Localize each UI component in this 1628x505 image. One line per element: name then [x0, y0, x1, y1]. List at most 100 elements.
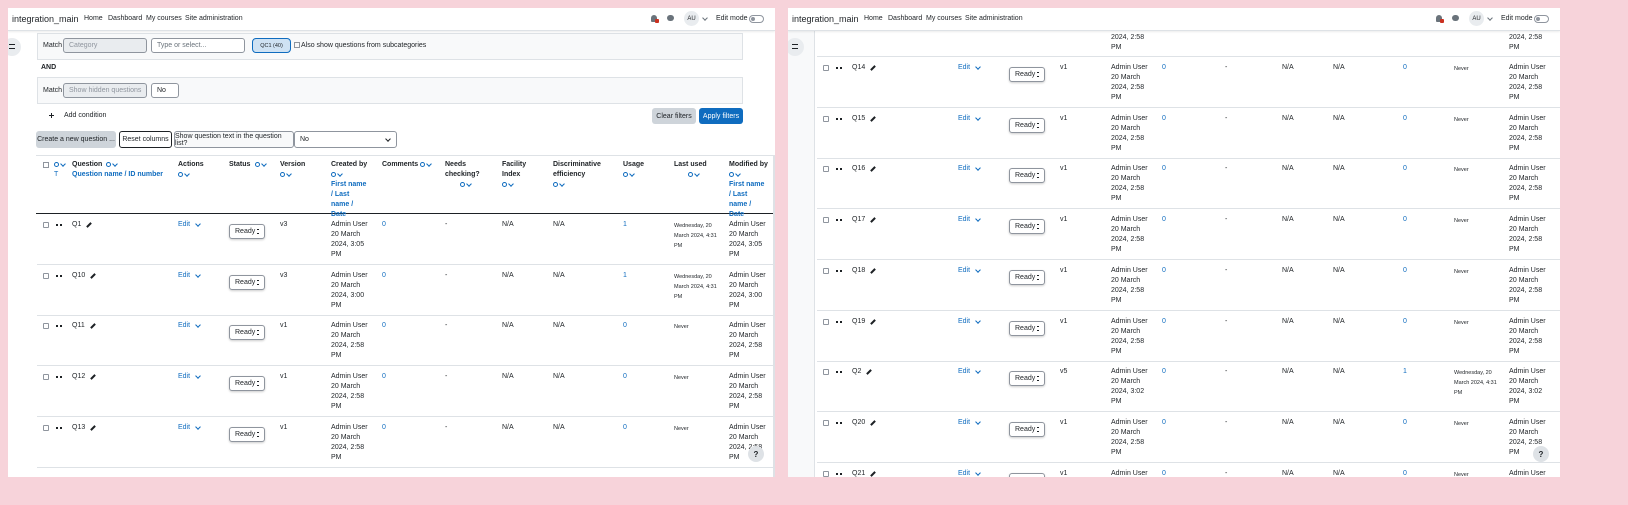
column-header[interactable]: Usage: [623, 161, 645, 168]
column-gear[interactable]: [54, 162, 59, 167]
clear-filters-button[interactable]: Clear filters: [652, 108, 696, 124]
column-gear[interactable]: [623, 172, 628, 177]
edit-menu[interactable]: Edit: [958, 215, 981, 225]
edit-menu[interactable]: Edit: [958, 114, 981, 124]
edit-label[interactable]: Edit: [958, 418, 971, 426]
brand[interactable]: integration_main: [12, 14, 79, 24]
category-select[interactable]: Category: [63, 38, 147, 53]
row-checkbox[interactable]: [823, 166, 829, 173]
notification-icon[interactable]: [651, 15, 657, 22]
reset-columns-button[interactable]: Reset columns: [119, 131, 172, 148]
column-header[interactable]: Created by: [331, 161, 368, 168]
status-select[interactable]: Ready: [229, 426, 265, 442]
nav-link[interactable]: Site administration: [965, 15, 1023, 22]
column-header[interactable]: Last used: [674, 161, 707, 168]
type-select[interactable]: Type or select...: [151, 38, 245, 53]
nav-link[interactable]: Home: [864, 15, 883, 22]
sort-marker[interactable]: T: [54, 171, 59, 178]
usage[interactable]: 0: [623, 423, 627, 431]
help-button[interactable]: ?: [1533, 446, 1549, 462]
usage[interactable]: 0: [1403, 64, 1407, 71]
edit-label[interactable]: Edit: [178, 373, 191, 381]
apply-filters-button[interactable]: Apply filters: [699, 108, 743, 124]
drag-handle[interactable]: [836, 168, 842, 171]
usage[interactable]: 1: [623, 271, 627, 279]
drag-handle[interactable]: [56, 376, 62, 379]
status-select[interactable]: Ready: [229, 224, 265, 239]
drag-handle[interactable]: [836, 219, 842, 222]
drag-handle[interactable]: [836, 269, 842, 272]
nav-link[interactable]: Dashboard: [108, 15, 143, 22]
column-gear[interactable]: [729, 172, 734, 177]
message-icon[interactable]: [1452, 15, 1459, 21]
comments[interactable]: 0: [382, 221, 386, 228]
row-checkbox[interactable]: [823, 419, 829, 426]
column-gear[interactable]: [280, 172, 285, 177]
hidden-filter-select[interactable]: Show hidden questions: [63, 83, 147, 98]
comments[interactable]: 0: [1162, 64, 1166, 71]
row-checkbox[interactable]: [43, 272, 49, 279]
usage[interactable]: 1: [1403, 368, 1407, 376]
edit-menu[interactable]: Edit: [178, 423, 201, 433]
status-select[interactable]: Ready: [1009, 168, 1045, 184]
edit-label[interactable]: Edit: [958, 64, 971, 71]
column-header[interactable]: Question: [72, 161, 103, 168]
edit-label[interactable]: Edit: [958, 216, 971, 224]
comments[interactable]: 0: [382, 373, 386, 381]
comments[interactable]: 0: [382, 322, 386, 330]
edit-menu[interactable]: Edit: [178, 220, 201, 230]
nav-link[interactable]: My courses: [146, 15, 182, 22]
drawer-toggle[interactable]: [8, 38, 21, 56]
column-gear[interactable]: [502, 182, 507, 187]
column-header[interactable]: Comments: [382, 161, 419, 168]
usage[interactable]: 0: [1403, 114, 1407, 122]
usage[interactable]: 1: [623, 221, 627, 228]
edit-label[interactable]: Edit: [958, 266, 971, 274]
nav-link[interactable]: Home: [84, 15, 103, 22]
row-checkbox[interactable]: [43, 424, 49, 431]
nav-link[interactable]: Dashboard: [888, 15, 923, 22]
column-gear[interactable]: [460, 182, 465, 187]
column-header[interactable]: Discriminative efficiency: [553, 161, 601, 178]
column-gear[interactable]: [420, 162, 425, 167]
edit-label[interactable]: Edit: [958, 368, 971, 376]
column-gear[interactable]: [178, 172, 183, 177]
edit-menu[interactable]: Edit: [178, 271, 201, 281]
status-select[interactable]: Ready: [1009, 219, 1045, 235]
create-question-button[interactable]: Create a new question ...: [36, 131, 116, 148]
subcategories-checkbox[interactable]: [294, 42, 300, 48]
edit-menu[interactable]: Edit: [958, 469, 981, 477]
user-avatar[interactable]: AU: [684, 11, 699, 26]
nav-link[interactable]: Site administration: [185, 15, 243, 22]
usage[interactable]: 0: [623, 322, 627, 330]
usage[interactable]: 0: [623, 373, 627, 381]
user-avatar[interactable]: AU: [1469, 11, 1484, 26]
edit-label[interactable]: Edit: [178, 271, 191, 279]
status-select[interactable]: Ready: [1009, 421, 1045, 437]
row-checkbox[interactable]: [43, 323, 49, 330]
status-select[interactable]: Ready: [1009, 117, 1045, 133]
comments[interactable]: 0: [1162, 266, 1166, 274]
edit-menu[interactable]: Edit: [958, 367, 981, 377]
row-checkbox[interactable]: [823, 267, 829, 274]
drag-handle[interactable]: [836, 67, 842, 69]
comments[interactable]: 0: [1162, 114, 1166, 122]
column-header[interactable]: Version: [280, 161, 306, 168]
show-text-select[interactable]: No: [294, 131, 397, 148]
status-select[interactable]: Ready: [1009, 269, 1045, 285]
add-condition[interactable]: Add condition: [64, 112, 107, 119]
comments[interactable]: 0: [1162, 216, 1166, 224]
comments[interactable]: 0: [1162, 317, 1166, 325]
edit-mode-toggle[interactable]: [749, 15, 764, 23]
drag-handle[interactable]: [836, 320, 842, 323]
column-header[interactable]: Status: [229, 161, 251, 168]
edit-menu[interactable]: Edit: [958, 164, 981, 174]
notification-icon[interactable]: [1436, 15, 1442, 22]
edit-menu[interactable]: Edit: [958, 266, 981, 276]
column-subheader[interactable]: First name / Last name / Date: [729, 181, 765, 218]
edit-label[interactable]: Edit: [178, 221, 191, 228]
column-gear[interactable]: [553, 182, 558, 187]
column-header[interactable]: Needs checking?: [445, 161, 480, 178]
comments[interactable]: 0: [382, 423, 386, 431]
edit-menu[interactable]: Edit: [178, 372, 201, 382]
